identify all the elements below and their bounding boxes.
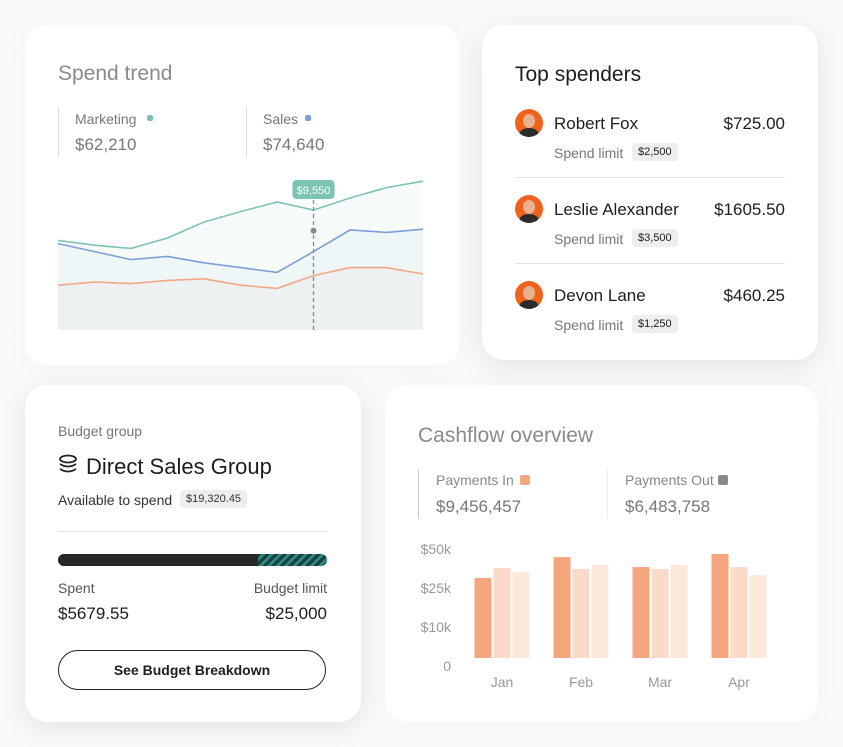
legend-key (718, 475, 728, 485)
legend-label: Sales (263, 111, 299, 127)
bar (711, 553, 729, 658)
spend-trend-card: Spend trend Marketing $62,210 Sales $74,… (25, 25, 460, 365)
person-name: Leslie Alexander (554, 200, 679, 219)
divider (515, 263, 785, 264)
legend-value: $62,210 (75, 135, 137, 154)
avatar-face (523, 286, 535, 300)
person-name: Robert Fox (554, 114, 639, 133)
bar (474, 577, 492, 658)
limit-label: Spend limit (554, 145, 624, 161)
divider (418, 469, 419, 519)
bar (572, 569, 590, 658)
card-title: Top spenders (515, 63, 642, 86)
bar (651, 569, 669, 658)
avatar-body (519, 214, 539, 223)
legend-label: Marketing (75, 111, 137, 127)
bar (493, 567, 511, 658)
divider (515, 177, 785, 178)
limit-label: Spend limit (554, 231, 624, 247)
person-name: Devon Lane (554, 286, 646, 305)
budget-card: Budget group Direct Sales Group Availabl… (25, 385, 361, 722)
limit-label: Spend limit (554, 317, 624, 333)
avatar (515, 281, 543, 309)
badge: $19,320.45 (180, 490, 248, 508)
bar (749, 575, 767, 658)
series-line (57, 228, 424, 274)
value: $25,000 (265, 604, 327, 623)
legend-key (520, 475, 530, 485)
avatar-face (523, 114, 535, 128)
x-tick-label: Jan (491, 674, 514, 690)
avatar (515, 195, 543, 223)
divider (58, 107, 59, 157)
value: $5679.55 (58, 604, 129, 623)
amount: $725.00 (723, 114, 785, 133)
hover-dot (310, 227, 317, 234)
avatar-body (519, 128, 539, 137)
series-line (57, 180, 424, 250)
series-area (58, 181, 423, 330)
series-line (57, 266, 424, 290)
cashflow-card: Cashflow overview (385, 385, 818, 722)
y-tick-label: $50k (421, 541, 452, 557)
divider (607, 469, 608, 519)
bar (512, 572, 530, 658)
legend-key (147, 115, 153, 121)
divider (58, 531, 327, 532)
label: Available to spend (58, 492, 173, 508)
stack-icon (59, 454, 77, 473)
amount: $460.25 (723, 286, 785, 305)
progress-fill (58, 554, 258, 566)
x-tick-label: Mar (648, 674, 672, 690)
x-tick-label: Apr (728, 674, 750, 690)
bar (553, 557, 571, 658)
card-title: Spend trend (58, 62, 173, 85)
badge: $2,500 (632, 143, 678, 161)
badge: $1,250 (632, 315, 678, 333)
legend-value: $6,483,758 (625, 497, 711, 516)
legend-label: Payments In (436, 472, 514, 488)
button[interactable]: See Budget Breakdown (58, 650, 326, 690)
card-title: Cashflow overview (418, 424, 594, 447)
legend-label: Payments Out (625, 472, 714, 488)
label: Budget group (58, 423, 143, 439)
badge: $3,500 (632, 229, 678, 247)
divider (246, 107, 247, 157)
y-tick-label: $10k (421, 619, 452, 635)
tooltip-bg (292, 180, 335, 199)
progress-bar (58, 554, 327, 566)
label: Spent (58, 580, 95, 596)
y-tick-label: 0 (443, 658, 451, 674)
bar (632, 567, 650, 658)
avatar-body (519, 300, 539, 309)
title: Direct Sales Group (86, 454, 272, 479)
amount: $1605.50 (714, 200, 785, 219)
avatar-face (523, 200, 535, 214)
legend-key (305, 115, 311, 121)
legend-value: $9,456,457 (436, 497, 522, 516)
y-tick-label: $25k (421, 580, 452, 596)
bar (670, 565, 688, 658)
series-area (58, 267, 423, 330)
legend-value: $74,640 (263, 135, 325, 154)
label: Budget limit (253, 580, 327, 596)
tooltip-label: $9,550 (297, 185, 331, 197)
bar (730, 567, 748, 658)
avatar (515, 109, 543, 137)
bar (591, 565, 609, 658)
x-tick-label: Feb (569, 674, 593, 690)
series-area (58, 229, 423, 330)
